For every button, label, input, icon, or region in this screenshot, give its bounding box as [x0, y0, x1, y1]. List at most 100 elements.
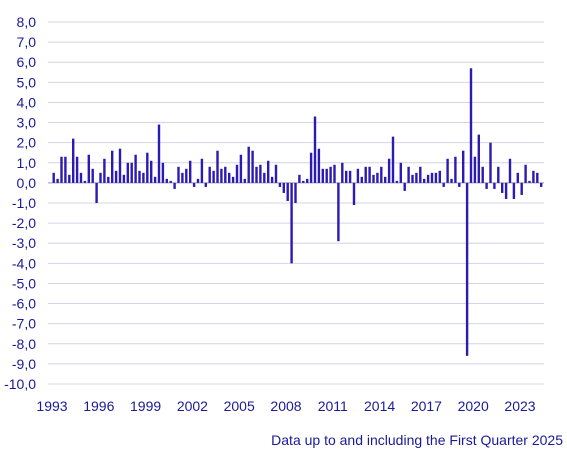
bar [465, 182, 469, 356]
x-tick-label: 1999 [130, 398, 161, 414]
bar [75, 156, 79, 183]
bar [270, 176, 274, 183]
bar [372, 174, 375, 183]
bar [423, 178, 426, 183]
bar [434, 172, 438, 183]
bar [333, 164, 336, 183]
bar [442, 182, 445, 187]
bar [52, 172, 55, 183]
bar [516, 172, 519, 183]
bar [399, 162, 402, 183]
y-axis-tick-labels: 8,0 7,0 6,0 5,0 4,0 3,0 2,0 1,0 0,0 -1,0 -2,0 -3,0 -… [4, 14, 36, 392]
bar [99, 172, 102, 183]
bar [376, 172, 379, 183]
bar [91, 168, 94, 183]
y-tick-label: 6,0 [17, 54, 37, 70]
bar [114, 170, 118, 183]
bar [532, 170, 535, 183]
bar [317, 148, 321, 183]
y-tick-label: -7,0 [12, 316, 36, 332]
bar [395, 180, 399, 183]
bar [536, 172, 539, 183]
bar [407, 166, 410, 183]
bar [204, 182, 207, 187]
bar [306, 178, 309, 183]
y-tick-label: -3,0 [12, 235, 36, 251]
bar [263, 172, 266, 183]
bar [255, 166, 258, 183]
bar [247, 146, 250, 183]
x-axis-tick-labels: 1993 1996 1999 2002 2005 2008 2011 2014 2017 2020… [36, 398, 535, 414]
x-tick-label: 2011 [318, 398, 348, 414]
x-tick-label: 2023 [504, 398, 535, 414]
y-tick-label: -10,0 [4, 376, 36, 392]
bar [380, 166, 383, 183]
bar [212, 170, 215, 183]
bar [286, 182, 289, 201]
bar [181, 172, 184, 183]
bar [103, 158, 106, 183]
bar [68, 174, 71, 183]
bar [352, 182, 356, 206]
x-tick-label: 2017 [411, 398, 442, 414]
y-tick-label: 1,0 [17, 155, 37, 171]
bar [294, 182, 297, 203]
bar [208, 166, 211, 183]
bar [504, 182, 508, 199]
bar [251, 150, 254, 183]
bar [169, 180, 172, 183]
bar [309, 152, 313, 183]
bar [220, 168, 223, 183]
bar [360, 176, 363, 183]
bar [403, 182, 406, 191]
bar [138, 170, 141, 183]
bar [430, 172, 434, 183]
bar [56, 178, 59, 183]
bar [302, 180, 305, 183]
footnote: Data up to and including the First Quart… [271, 432, 563, 448]
bar [122, 174, 126, 183]
bar [79, 172, 83, 183]
y-tick-label: -8,0 [12, 336, 36, 352]
bar [485, 182, 488, 189]
bar [95, 182, 98, 203]
bar [142, 172, 145, 183]
y-tick-label: -4,0 [12, 255, 36, 271]
bar [493, 182, 496, 189]
y-tick-label: 4,0 [17, 94, 37, 110]
bar [278, 182, 282, 187]
y-tick-label: -9,0 [12, 356, 36, 372]
bar [419, 166, 422, 183]
bar [341, 162, 344, 183]
bar [411, 174, 414, 183]
bar [150, 160, 153, 183]
y-tick-label: 8,0 [17, 14, 37, 30]
y-tick-label: 3,0 [17, 115, 37, 131]
y-tick-label: -1,0 [12, 195, 36, 211]
bar [228, 172, 231, 183]
bar [415, 172, 418, 183]
x-tick-label: 2020 [458, 398, 489, 414]
bar [192, 182, 196, 187]
y-tick-label: 0,0 [17, 175, 37, 191]
bar [454, 156, 457, 183]
bar-series [52, 68, 543, 356]
grid [48, 21, 544, 385]
bar [130, 162, 133, 183]
bar [259, 164, 262, 183]
bar [387, 158, 391, 183]
bar [146, 152, 149, 183]
bar [473, 156, 477, 183]
bar [497, 166, 500, 183]
bar [477, 134, 480, 183]
bar [200, 158, 204, 183]
bar [520, 182, 523, 195]
bar [87, 154, 90, 183]
bar [83, 180, 87, 183]
bar [446, 158, 449, 183]
bar [481, 166, 484, 183]
bar [161, 162, 165, 183]
bar [524, 164, 527, 183]
bar [391, 136, 395, 183]
